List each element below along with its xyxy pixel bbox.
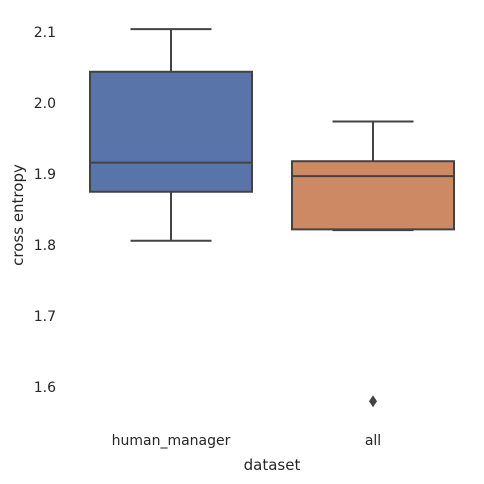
y-tick-label: 1.9 — [34, 167, 56, 183]
y-tick-label: 1.7 — [34, 309, 56, 325]
plot-area — [89, 28, 455, 408]
x-axis-ticks: human_manager all — [112, 433, 382, 449]
x-tick-label: all — [365, 433, 381, 449]
x-tick-label: human_manager — [112, 433, 231, 449]
box-group — [291, 120, 455, 408]
y-axis-label: cross entropy — [9, 164, 27, 266]
y-tick-label: 1.6 — [34, 380, 56, 396]
outlier-point — [369, 395, 377, 408]
y-axis-ticks: 1.6 1.7 1.8 1.9 2.0 2.1 — [34, 25, 56, 396]
box-body — [89, 70, 253, 193]
box-group — [89, 28, 253, 242]
x-axis-label: dataset — [244, 456, 301, 474]
y-tick-label: 2.0 — [34, 96, 56, 112]
y-tick-label: 1.8 — [34, 238, 56, 254]
box-body — [291, 160, 455, 231]
y-tick-label: 2.1 — [34, 25, 56, 41]
